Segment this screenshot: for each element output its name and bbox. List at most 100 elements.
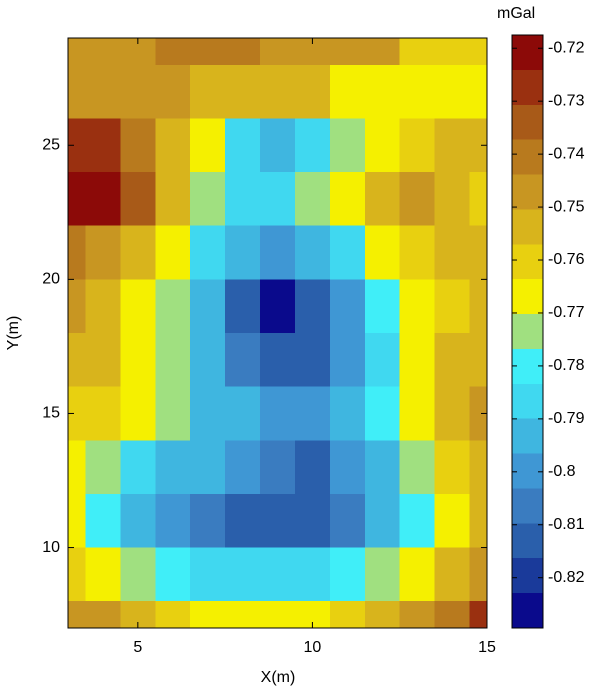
cell	[329, 333, 365, 387]
cell	[364, 279, 400, 333]
cell	[190, 601, 226, 628]
cell	[329, 493, 365, 548]
cell	[294, 386, 330, 441]
cell	[155, 64, 191, 119]
cell	[85, 279, 121, 333]
cell	[399, 333, 435, 387]
cell	[260, 333, 295, 387]
cell	[225, 493, 261, 548]
x-axis-label: X(m)	[261, 669, 296, 686]
cell	[434, 440, 470, 494]
cell	[434, 601, 470, 628]
cell	[85, 38, 121, 65]
cell	[68, 64, 86, 119]
colorbar-swatch	[512, 558, 543, 594]
x-tick-label: 10	[304, 639, 322, 656]
cell	[329, 279, 365, 333]
cell	[120, 64, 156, 119]
colorbar-tick-label: -0.72	[548, 39, 585, 56]
cell	[399, 172, 435, 226]
colorbar-swatch	[512, 418, 543, 454]
cell	[85, 386, 121, 441]
colorbar-tick-label: -0.82	[548, 569, 585, 586]
cell	[190, 64, 226, 119]
cell	[155, 440, 191, 494]
cell	[225, 118, 261, 173]
cell	[260, 279, 295, 333]
colorbar-tick-label: -0.75	[548, 198, 585, 215]
cell	[85, 225, 121, 280]
cell	[120, 172, 156, 226]
cell	[68, 225, 86, 280]
colorbar-tick-label: -0.73	[548, 92, 585, 109]
cell	[399, 547, 435, 602]
colorbar-tick-label: -0.8	[548, 463, 576, 480]
cell	[68, 601, 86, 628]
cell	[294, 493, 330, 548]
cell	[68, 38, 86, 65]
cell	[434, 493, 470, 548]
colorbar-swatch	[512, 279, 543, 315]
cell	[434, 547, 470, 602]
colorbar-swatch	[512, 104, 543, 140]
cell	[260, 172, 295, 226]
colorbar-tick-label: -0.81	[548, 516, 585, 533]
cell	[399, 493, 435, 548]
cell	[190, 386, 226, 441]
cell	[225, 547, 261, 602]
colorbar-swatch	[512, 383, 543, 419]
heatmap	[68, 38, 487, 628]
cell	[120, 333, 156, 387]
x-tick-label: 15	[478, 639, 496, 656]
cell	[225, 225, 261, 280]
cell	[469, 386, 487, 441]
cell	[190, 493, 226, 548]
colorbar-swatch	[512, 35, 543, 70]
cell	[85, 601, 121, 628]
cell	[225, 333, 261, 387]
cell	[399, 279, 435, 333]
cell	[329, 118, 365, 173]
cell	[364, 547, 400, 602]
cell	[120, 547, 156, 602]
cell	[225, 601, 261, 628]
colorbar-swatch	[512, 209, 543, 245]
cell	[225, 279, 261, 333]
cell	[190, 172, 226, 226]
colorbar-swatch	[512, 244, 543, 280]
cell	[399, 118, 435, 173]
colorbar-tick-label: -0.74	[548, 145, 585, 162]
cell	[469, 64, 487, 119]
cell	[329, 440, 365, 494]
cell	[85, 333, 121, 387]
cell	[329, 225, 365, 280]
cell	[190, 333, 226, 387]
cell	[85, 440, 121, 494]
colorbar-tick-label: -0.78	[548, 357, 585, 374]
colorbar-tick-label: -0.79	[548, 410, 585, 427]
cell	[190, 225, 226, 280]
cell	[434, 333, 470, 387]
cell	[68, 118, 86, 173]
cell	[260, 386, 295, 441]
cell	[434, 64, 470, 119]
cell	[294, 333, 330, 387]
cell	[190, 547, 226, 602]
cell	[399, 440, 435, 494]
colorbar-swatch	[512, 139, 543, 175]
cell	[469, 547, 487, 602]
cell	[399, 225, 435, 280]
cell	[434, 279, 470, 333]
cell	[225, 386, 261, 441]
cell	[364, 172, 400, 226]
cell	[155, 547, 191, 602]
colorbar-label: mGal	[497, 5, 535, 22]
colorbar	[512, 35, 543, 628]
cell	[294, 279, 330, 333]
cell	[68, 493, 86, 548]
cell	[294, 64, 330, 119]
cell	[364, 440, 400, 494]
cell	[329, 172, 365, 226]
cell	[434, 38, 470, 65]
